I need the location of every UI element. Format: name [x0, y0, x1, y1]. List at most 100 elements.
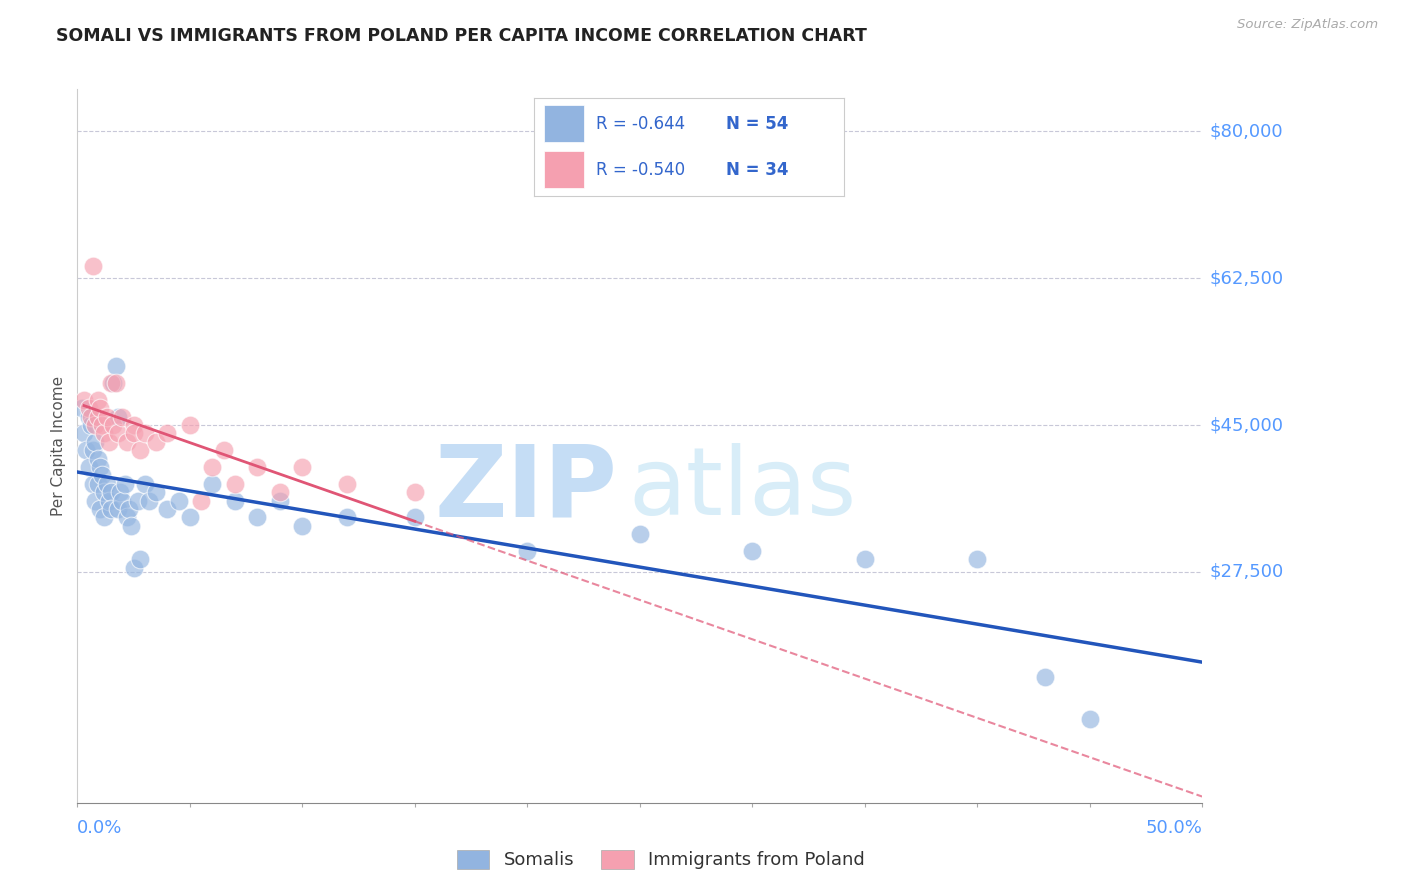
Point [73, 426, 96, 441]
Point [100, 502, 122, 516]
Point [93, 510, 115, 524]
Point [70, 401, 93, 416]
Point [129, 552, 152, 566]
Text: $80,000: $80,000 [1209, 122, 1282, 140]
Point [122, 426, 145, 441]
Point [80, 417, 103, 432]
Point [91, 468, 114, 483]
Text: $62,500: $62,500 [1209, 269, 1284, 287]
Point [107, 426, 129, 441]
Point [127, 493, 149, 508]
Point [269, 493, 291, 508]
Point [75, 443, 97, 458]
Point [246, 460, 269, 475]
Point [100, 485, 122, 500]
Point [115, 510, 138, 524]
Point [77, 460, 100, 475]
Text: 0.0%: 0.0% [77, 819, 122, 837]
Point [224, 493, 246, 508]
Text: 50.0%: 50.0% [1146, 819, 1202, 837]
Text: N = 54: N = 54 [725, 115, 789, 133]
Point [628, 527, 651, 541]
Point [111, 493, 134, 508]
Text: ZIP: ZIP [434, 441, 617, 537]
Point [134, 426, 156, 441]
Text: Source: ZipAtlas.com: Source: ZipAtlas.com [1237, 18, 1378, 31]
Point [73, 392, 96, 407]
Text: R = -0.644: R = -0.644 [596, 115, 685, 133]
Point [138, 493, 160, 508]
Point [91, 417, 114, 432]
Point [167, 493, 190, 508]
Point [84, 417, 107, 432]
Point [122, 560, 145, 574]
Point [1033, 670, 1056, 684]
Point [89, 401, 111, 416]
Point [86, 409, 108, 424]
Point [104, 376, 127, 390]
Point [404, 485, 426, 500]
Point [103, 376, 125, 390]
Point [201, 460, 224, 475]
Point [89, 502, 111, 516]
Point [120, 518, 142, 533]
Point [86, 392, 108, 407]
Point [84, 493, 107, 508]
Text: N = 34: N = 34 [725, 161, 789, 178]
Point [122, 417, 145, 432]
Point [86, 476, 108, 491]
Point [82, 476, 104, 491]
Bar [544, 151, 583, 188]
Point [86, 451, 108, 466]
Point [145, 434, 167, 449]
Point [336, 510, 359, 524]
Point [404, 510, 426, 524]
Point [104, 359, 127, 374]
Point [107, 502, 129, 516]
Point [89, 460, 111, 475]
Point [82, 443, 104, 458]
Point [129, 443, 152, 458]
Point [269, 485, 291, 500]
Point [77, 409, 100, 424]
Point [97, 434, 120, 449]
Point [111, 409, 134, 424]
Point [82, 259, 104, 273]
Point [212, 443, 235, 458]
Point [966, 552, 988, 566]
Point [145, 485, 167, 500]
Point [97, 493, 120, 508]
Point [246, 510, 269, 524]
Point [291, 460, 314, 475]
Point [84, 434, 107, 449]
Text: $45,000: $45,000 [1209, 416, 1284, 434]
Point [156, 426, 179, 441]
Y-axis label: Per Capita Income: Per Capita Income [51, 376, 66, 516]
Point [156, 502, 179, 516]
Point [201, 476, 224, 491]
Point [114, 476, 136, 491]
Point [93, 485, 115, 500]
Text: R = -0.540: R = -0.540 [596, 161, 685, 178]
Point [118, 502, 141, 516]
Point [741, 544, 763, 558]
Point [179, 417, 201, 432]
Point [115, 434, 138, 449]
Point [100, 376, 122, 390]
Text: SOMALI VS IMMIGRANTS FROM POLAND PER CAPITA INCOME CORRELATION CHART: SOMALI VS IMMIGRANTS FROM POLAND PER CAP… [56, 27, 868, 45]
Point [77, 401, 100, 416]
Point [108, 485, 131, 500]
Point [96, 409, 118, 424]
Text: atlas: atlas [628, 442, 856, 535]
Point [103, 417, 125, 432]
Point [107, 409, 129, 424]
Point [1078, 712, 1101, 726]
Bar [544, 105, 583, 142]
Point [134, 476, 156, 491]
Text: $27,500: $27,500 [1209, 563, 1284, 581]
Point [516, 544, 538, 558]
Point [336, 476, 359, 491]
Point [96, 476, 118, 491]
Point [80, 409, 103, 424]
Point [853, 552, 876, 566]
